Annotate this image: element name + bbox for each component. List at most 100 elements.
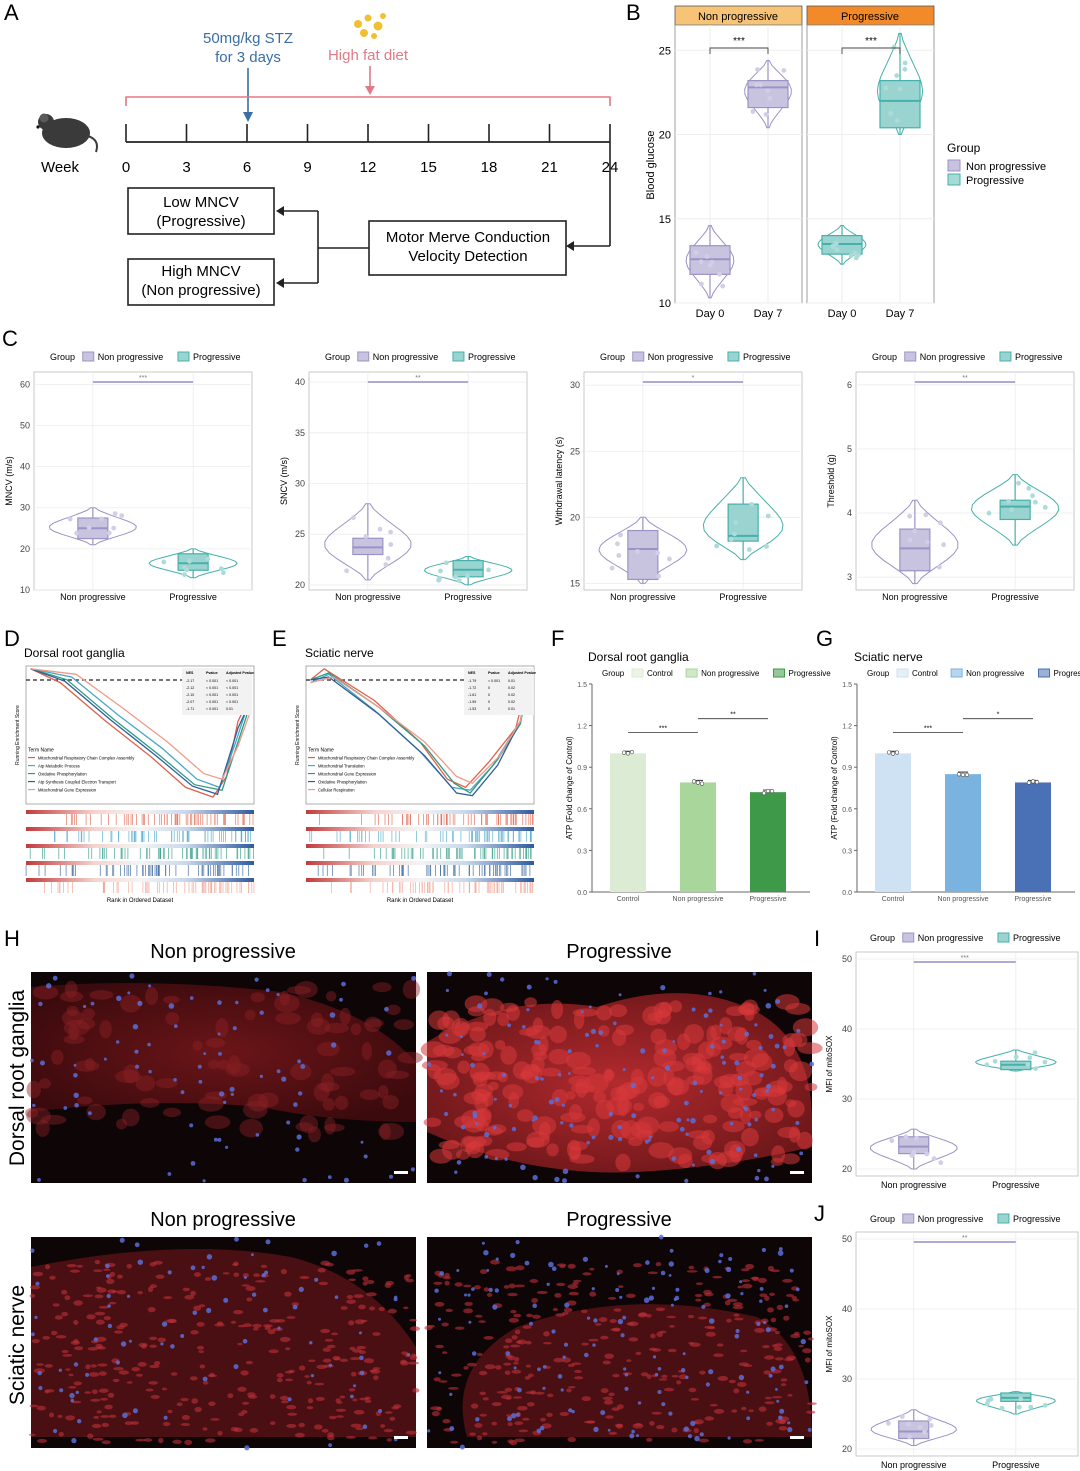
side-I-0-point (924, 1151, 930, 1157)
nucleus-dot (761, 1247, 767, 1253)
bar-y-tick-label: 1.5 (842, 682, 852, 689)
axon-fiber (117, 1274, 123, 1279)
axon-fiber (366, 1292, 377, 1297)
legend-item: Non progressive (701, 669, 760, 678)
gsea-curve (30, 668, 251, 780)
nucleus-dot (426, 1062, 432, 1067)
axon-fiber (64, 1295, 71, 1301)
axon-fiber (314, 1424, 323, 1430)
axon-fiber (93, 1269, 103, 1272)
axon-fiber (171, 1372, 178, 1376)
nucleus-dot (276, 993, 280, 997)
neuron-soma (549, 1025, 567, 1044)
axon-fiber (269, 1319, 280, 1323)
gsea-curve (30, 668, 250, 796)
axon-fiber (306, 1406, 314, 1410)
c-x-tick: Progressive (991, 592, 1039, 602)
c-C1-1-point (221, 570, 226, 576)
neuron-soma (686, 1075, 705, 1086)
axon-fiber (73, 1320, 79, 1325)
axon-fiber (763, 1370, 771, 1375)
neuron-soma (325, 991, 337, 1002)
axon-fiber (478, 1370, 488, 1376)
axon-fiber (737, 1285, 743, 1289)
nucleus-dot (515, 1412, 520, 1417)
nucleus-dot (492, 1125, 497, 1130)
bar-point (886, 750, 892, 755)
panel-label-d: D (4, 626, 20, 651)
h-col-title-nonprog-bottom: Non progressive (150, 1209, 296, 1231)
neuron-soma (642, 1006, 663, 1026)
neuron-soma (764, 1107, 784, 1124)
nucleus-dot (73, 1073, 78, 1078)
nucleus-dot (445, 1033, 449, 1037)
gsea-hit-ticks (44, 882, 255, 893)
axon-fiber (791, 1296, 798, 1300)
axon-fiber (726, 1318, 732, 1323)
legend-item: Non progressive (918, 1214, 984, 1224)
nucleus-dot (620, 1333, 625, 1338)
gsea-rank-gradient (26, 878, 254, 882)
neuron-soma (123, 1064, 139, 1084)
nucleus-dot (484, 991, 488, 996)
axon-fiber (798, 1344, 804, 1348)
axon-fiber (54, 1315, 64, 1320)
neuron-soma (804, 1083, 818, 1091)
nucleus-dot (718, 1259, 722, 1264)
nucleus-dot (542, 1386, 546, 1390)
y-tick-label: 10 (20, 585, 30, 595)
nucleus-dot (508, 1103, 513, 1108)
bar-sig-label: *** (659, 726, 667, 733)
nucleus-dot (339, 997, 343, 1002)
axon-fiber (773, 1346, 783, 1352)
nucleus-dot (515, 1240, 520, 1245)
neuron-soma (26, 1107, 51, 1125)
c-C4-1-violin (970, 474, 1060, 546)
axon-fiber (695, 1298, 702, 1302)
axon-fiber (463, 1308, 473, 1314)
axon-fiber (96, 1410, 102, 1414)
nucleus-dot (636, 1434, 639, 1438)
nucleus-dot (170, 1344, 175, 1349)
axon-fiber (507, 1422, 513, 1427)
axon-fiber (424, 1325, 433, 1331)
axon-fiber (724, 1300, 731, 1306)
axon-fiber (454, 1326, 465, 1330)
b-x-tick: Day 0 (828, 308, 857, 320)
nucleus-dot (137, 1000, 143, 1007)
neuron-soma (324, 1123, 345, 1132)
nucleus-dot (584, 1352, 589, 1358)
axon-fiber (362, 1276, 369, 1282)
h-col-title-nonprog-top: Non progressive (150, 941, 296, 963)
axon-fiber (671, 1374, 679, 1378)
flow-arrowhead-mncv (566, 241, 574, 251)
neuron-soma (785, 1002, 811, 1015)
nucleus-dot (189, 996, 194, 1000)
nucleus-dot (116, 1040, 120, 1044)
axon-fiber (279, 1395, 289, 1401)
nucleus-dot (593, 1318, 598, 1323)
nucleus-dot (438, 1317, 441, 1321)
neuron-soma (506, 1142, 527, 1152)
axon-fiber (649, 1421, 655, 1426)
axon-fiber (475, 1314, 483, 1318)
b-0-0-point (704, 254, 710, 259)
axon-fiber (713, 1408, 725, 1414)
axon-fiber (327, 1432, 335, 1438)
axon-fiber (410, 1326, 420, 1332)
side-J-0-box (898, 1420, 930, 1440)
side-I-1-point (1027, 1055, 1033, 1061)
neuron-soma (339, 1007, 351, 1025)
axon-fiber (339, 1395, 346, 1399)
nucleus-dot (106, 1293, 111, 1299)
c-C2-0-point (377, 526, 383, 532)
nucleus-dot (520, 1164, 526, 1171)
nucleus-dot (189, 1123, 194, 1128)
axon-fiber (137, 1291, 143, 1295)
gsea-table-cell: < 0.001 (226, 700, 238, 704)
bar-point (769, 789, 775, 794)
neuron-soma (658, 1121, 679, 1132)
nucleus-dot (668, 1261, 674, 1267)
facet-frame (806, 24, 935, 304)
bar-y-tick-label: 0.0 (842, 890, 852, 897)
